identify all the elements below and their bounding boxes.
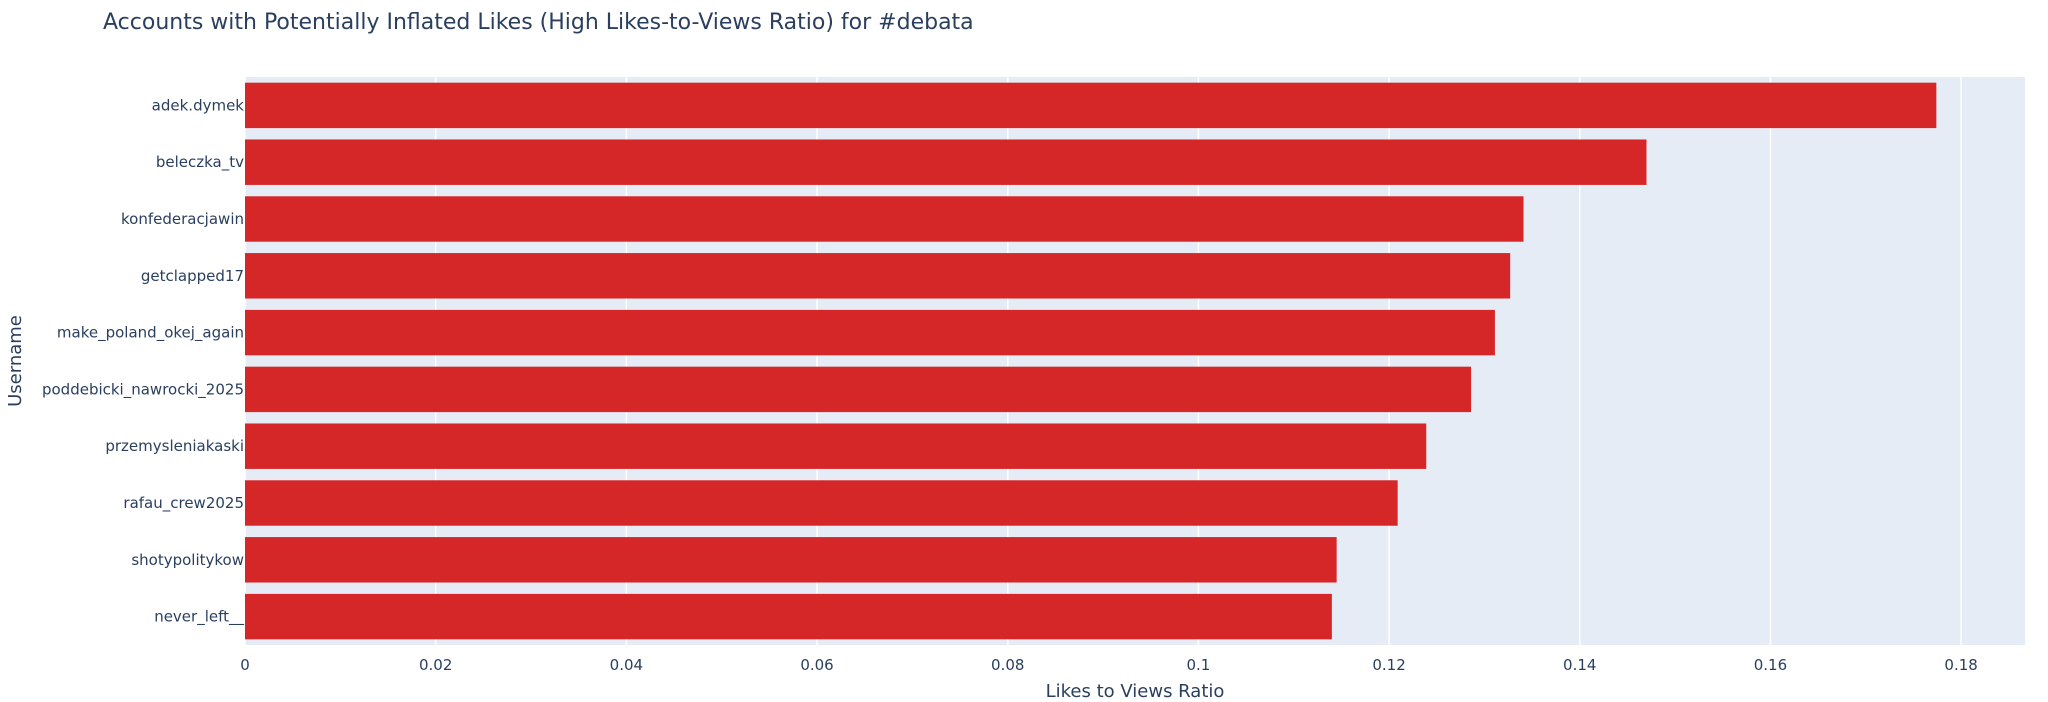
bar-rafau_crew2025 [245,480,1398,526]
bar-make_poland_okej_again [245,309,1495,356]
y-category-label: getclapped17 [141,267,244,285]
bars [245,82,1937,640]
x-tick-label: 0.12 [1372,656,1405,674]
y-category-label: konfederacjawin [121,210,244,228]
x-tick-label: 0.02 [419,656,452,674]
y-category-label: poddebicki_nawrocki_2025 [42,380,244,399]
chart-title: Accounts with Potentially Inflated Likes… [103,10,974,35]
x-tick-labels: 0 0.02 0.04 0.06 0.08 0.1 0.12 0.14 0.16 0.18 [240,656,1978,674]
bar-getclapped17 [245,253,1511,299]
x-tick-label: 0 [240,656,250,674]
bar-shotypolitykow [245,537,1337,583]
x-tick-label: 0.04 [610,656,643,674]
y-category-label: rafau_crew2025 [123,494,244,513]
x-tick-label: 0.16 [1754,656,1787,674]
x-tick-label: 0.08 [991,656,1024,674]
bar-przemysleniakaski [245,423,1427,469]
y-category-label: shotypolitykow [131,551,244,569]
y-category-labels: adek.dymek beleczka_tv konfederacjawin getc… [42,96,245,626]
bar-never_left__ [245,593,1332,640]
x-tick-label: 0.1 [1186,656,1210,674]
y-category-label: make_poland_okej_again [57,324,244,343]
x-tick-label: 0.14 [1563,656,1596,674]
y-category-label: przemysleniakaski [105,437,244,455]
x-tick-label: 0.06 [800,656,833,674]
y-category-label: adek.dymek [152,96,245,114]
bar-adek.dymek [245,82,1937,129]
bar-konfederacjawin [245,196,1524,242]
bar-poddebicki_nawrocki_2025 [245,366,1472,413]
y-category-label: never_left__ [154,608,244,627]
bar-beleczka_tv [245,139,1647,185]
x-axis-title: Likes to Views Ratio [1046,681,1225,702]
x-tick-label: 0.18 [1944,656,1977,674]
y-axis-title: Username [5,315,26,407]
y-category-label: beleczka_tv [156,153,244,172]
